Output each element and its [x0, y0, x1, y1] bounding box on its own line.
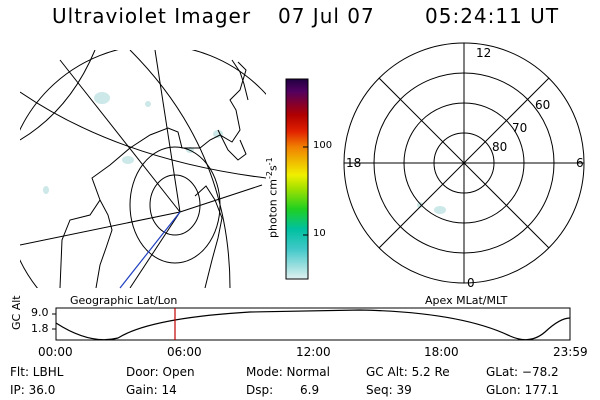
gc-alt-axis-label: GC Alt	[10, 295, 23, 330]
geographic-latlon-label: Geographic Lat/Lon	[70, 294, 178, 307]
mlt-label-18: 18	[346, 156, 362, 170]
mlt-label-12: 12	[476, 46, 492, 60]
date-label: 07 Jul 07	[278, 4, 375, 28]
door-info: Door: Open	[126, 365, 195, 379]
seq-info: Seq: 39	[366, 383, 412, 397]
mlat-label-70: 70	[512, 121, 528, 135]
colorbar-tick-10: 10	[313, 228, 326, 239]
ip-info: IP: 36.0	[10, 383, 56, 397]
colorbar	[285, 78, 309, 280]
time-tick-1200: 12:00	[296, 345, 331, 359]
glat-info: GLat: −78.2	[486, 365, 559, 379]
time-tick-0600: 06:00	[167, 345, 202, 359]
aurora-patches-polar	[417, 202, 446, 214]
gc-alt-info: GC Alt: 5.2 Re	[366, 365, 450, 379]
spacecraft-trajectory	[119, 211, 181, 289]
gain-info: Gain: 14	[126, 383, 177, 397]
mlat-label-80: 80	[492, 140, 508, 154]
instrument-title: Ultraviolet Imager	[52, 4, 252, 28]
dsp-value: 6.9	[300, 383, 320, 397]
time-tick-2359: 23:59	[553, 345, 588, 359]
mlt-label-0: 0	[467, 276, 475, 290]
dsp-label: Dsp:	[246, 383, 274, 397]
apex-mlat-mlt-label: Apex MLat/MLT	[425, 294, 508, 307]
time-tick-1800: 18:00	[424, 345, 459, 359]
gc-alt-tick-high: 9.0	[31, 306, 49, 319]
colorbar-tick-100: 100	[313, 140, 333, 151]
filter-info: Flt: LBHL	[10, 365, 64, 379]
time-tick-0000: 00:00	[38, 345, 73, 359]
mlt-label-6: 6	[576, 156, 584, 170]
glon-info: GLon: 177.1	[486, 383, 559, 397]
time-label: 05:24:11 UT	[425, 4, 560, 28]
mode-info: Mode: Normal	[246, 365, 330, 379]
aurora-patches-map	[43, 92, 223, 194]
gc-alt-tick-low: 1.8	[31, 322, 49, 335]
mlat-label-60: 60	[535, 98, 551, 112]
